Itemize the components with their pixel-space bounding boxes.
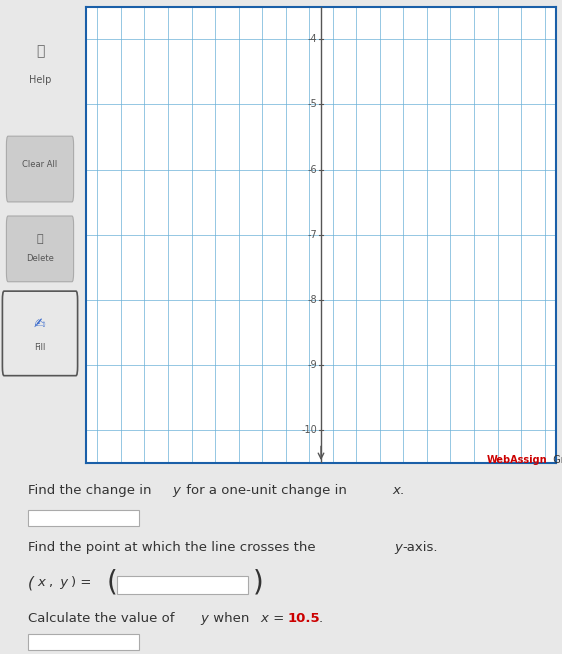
- Text: for a one-unit change in: for a one-unit change in: [182, 484, 351, 497]
- Text: .: .: [319, 612, 323, 625]
- Text: Find the change in: Find the change in: [28, 484, 156, 497]
- Text: Delete: Delete: [26, 254, 54, 263]
- Text: (: (: [107, 569, 117, 597]
- Text: -10: -10: [302, 425, 318, 436]
- Text: y: y: [172, 484, 180, 497]
- Text: x: x: [261, 612, 269, 625]
- Text: -8: -8: [308, 295, 318, 305]
- Text: Fill: Fill: [34, 343, 46, 352]
- Text: Find the point at which the line crosses the: Find the point at which the line crosses…: [28, 541, 320, 554]
- Text: 10.5: 10.5: [288, 612, 320, 625]
- Text: Clear All: Clear All: [22, 160, 58, 169]
- Text: Graphing Tool: Graphing Tool: [547, 455, 562, 465]
- Text: ): ): [253, 569, 264, 597]
- Text: -axis.: -axis.: [402, 541, 438, 554]
- Text: ⓘ: ⓘ: [36, 44, 44, 59]
- Text: (: (: [28, 576, 34, 591]
- Text: Help: Help: [29, 75, 51, 85]
- Text: y: y: [200, 612, 208, 625]
- Text: -9: -9: [308, 360, 318, 370]
- Text: =: =: [269, 612, 289, 625]
- Text: -6: -6: [308, 165, 318, 175]
- FancyBboxPatch shape: [117, 576, 248, 594]
- Text: 🗑: 🗑: [37, 235, 43, 245]
- Text: -4: -4: [308, 34, 318, 44]
- Text: when: when: [209, 612, 254, 625]
- FancyBboxPatch shape: [6, 136, 74, 202]
- FancyBboxPatch shape: [28, 510, 139, 526]
- FancyBboxPatch shape: [6, 216, 74, 282]
- Text: y: y: [56, 576, 68, 589]
- Text: x: x: [392, 484, 400, 497]
- Text: -5: -5: [308, 99, 318, 109]
- Text: Calculate the value of: Calculate the value of: [28, 612, 179, 625]
- Text: x: x: [37, 576, 45, 589]
- FancyBboxPatch shape: [28, 634, 139, 651]
- Text: -7: -7: [308, 230, 318, 240]
- Text: WebAssign: WebAssign: [486, 455, 547, 465]
- Text: ✍: ✍: [34, 317, 46, 331]
- Text: y: y: [395, 541, 403, 554]
- Text: ,: ,: [48, 576, 52, 589]
- Text: .: .: [400, 484, 404, 497]
- Text: ) =: ) =: [71, 576, 92, 589]
- FancyBboxPatch shape: [2, 291, 78, 375]
